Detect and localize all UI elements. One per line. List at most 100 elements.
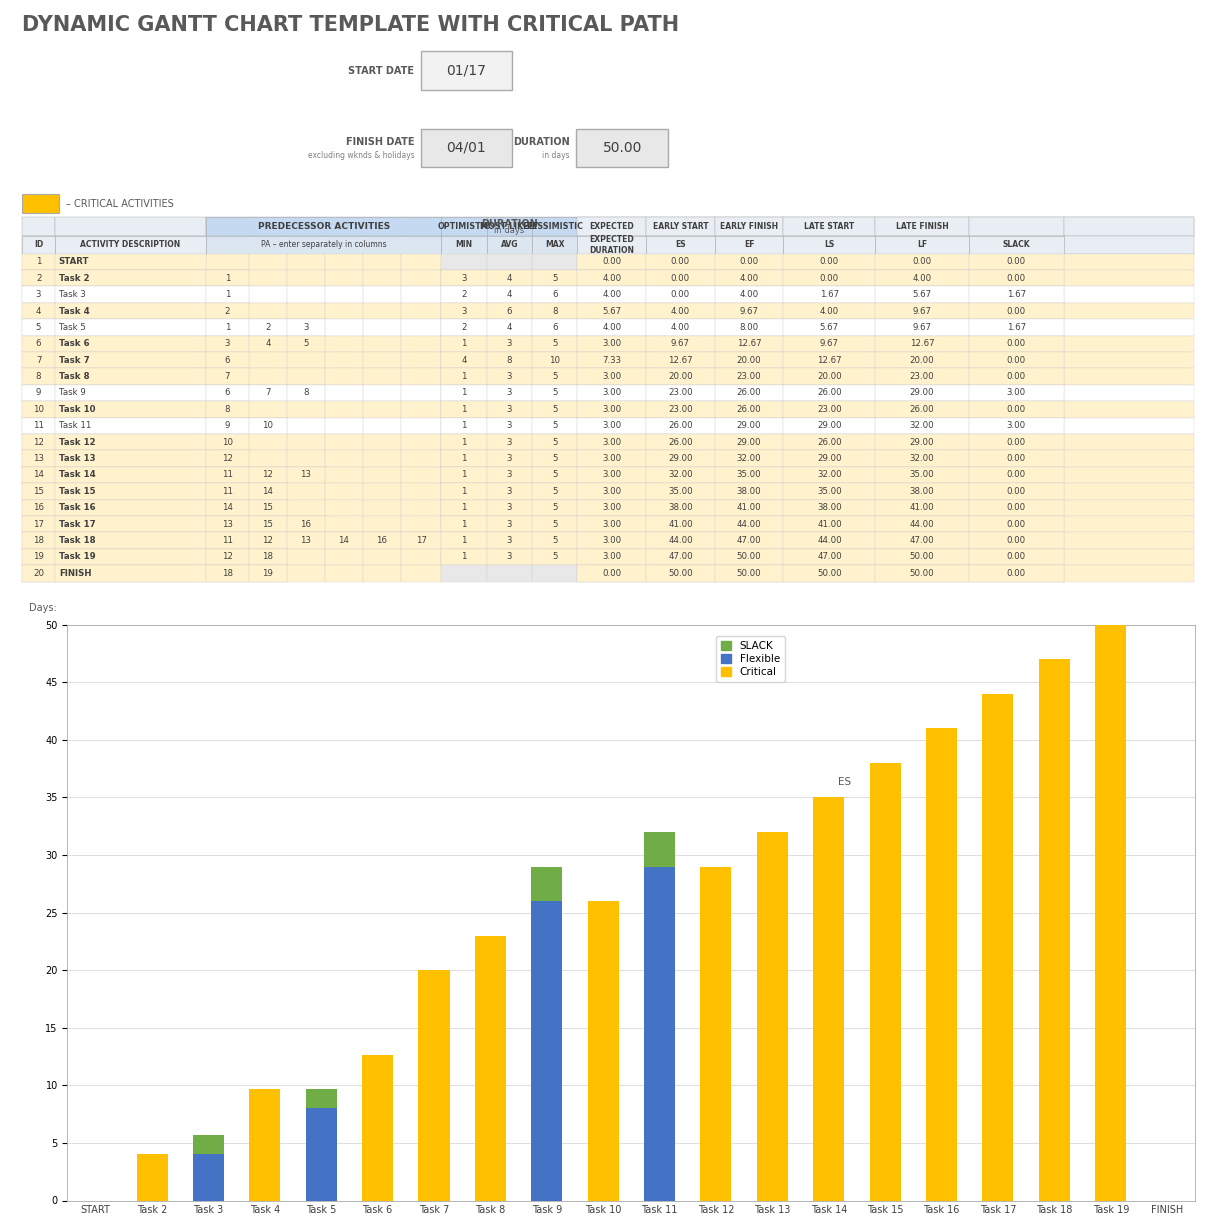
FancyBboxPatch shape <box>532 500 577 516</box>
Text: 23.00: 23.00 <box>737 372 761 381</box>
Text: 4: 4 <box>506 273 512 283</box>
Text: DURATION: DURATION <box>514 137 570 147</box>
FancyBboxPatch shape <box>875 254 969 270</box>
FancyBboxPatch shape <box>783 418 875 434</box>
FancyBboxPatch shape <box>783 516 875 533</box>
FancyBboxPatch shape <box>646 401 715 418</box>
Text: MIN: MIN <box>456 240 472 250</box>
FancyBboxPatch shape <box>577 451 646 467</box>
FancyBboxPatch shape <box>969 369 1064 385</box>
FancyBboxPatch shape <box>969 385 1064 401</box>
FancyBboxPatch shape <box>715 270 783 287</box>
FancyBboxPatch shape <box>577 500 646 516</box>
FancyBboxPatch shape <box>249 565 287 582</box>
FancyBboxPatch shape <box>532 401 577 418</box>
FancyBboxPatch shape <box>325 533 363 549</box>
FancyBboxPatch shape <box>249 303 287 320</box>
Text: 9: 9 <box>36 388 42 397</box>
Y-axis label: Days:: Days: <box>28 603 56 614</box>
FancyBboxPatch shape <box>401 303 441 320</box>
Text: 0.00: 0.00 <box>1007 519 1026 529</box>
FancyBboxPatch shape <box>206 516 249 533</box>
FancyBboxPatch shape <box>783 401 875 418</box>
FancyBboxPatch shape <box>783 303 875 320</box>
Bar <box>474 936 506 1200</box>
Text: 3: 3 <box>506 537 512 545</box>
FancyBboxPatch shape <box>577 549 646 565</box>
FancyBboxPatch shape <box>325 418 363 434</box>
FancyBboxPatch shape <box>22 549 55 565</box>
FancyBboxPatch shape <box>715 483 783 500</box>
FancyBboxPatch shape <box>646 467 715 483</box>
Text: 5: 5 <box>303 339 309 348</box>
FancyBboxPatch shape <box>783 287 875 303</box>
Text: 47.00: 47.00 <box>668 552 693 561</box>
FancyBboxPatch shape <box>715 418 783 434</box>
Text: 20.00: 20.00 <box>668 372 693 381</box>
FancyBboxPatch shape <box>206 401 249 418</box>
FancyBboxPatch shape <box>401 270 441 287</box>
FancyBboxPatch shape <box>441 369 487 385</box>
FancyBboxPatch shape <box>401 516 441 533</box>
Text: 19: 19 <box>262 568 273 578</box>
Text: ES: ES <box>676 240 685 250</box>
FancyBboxPatch shape <box>441 549 487 565</box>
Text: 5.67: 5.67 <box>602 306 622 316</box>
FancyBboxPatch shape <box>875 451 969 467</box>
Bar <box>305 1089 337 1109</box>
Text: 3.00: 3.00 <box>602 437 622 447</box>
FancyBboxPatch shape <box>875 320 969 336</box>
FancyBboxPatch shape <box>715 236 783 254</box>
FancyBboxPatch shape <box>783 516 875 533</box>
FancyBboxPatch shape <box>577 483 646 500</box>
FancyBboxPatch shape <box>577 336 646 352</box>
FancyBboxPatch shape <box>55 483 206 500</box>
FancyBboxPatch shape <box>22 254 55 270</box>
FancyBboxPatch shape <box>55 549 206 565</box>
FancyBboxPatch shape <box>55 434 206 451</box>
FancyBboxPatch shape <box>532 434 577 451</box>
FancyBboxPatch shape <box>715 336 783 352</box>
FancyBboxPatch shape <box>875 270 969 287</box>
FancyBboxPatch shape <box>22 336 55 352</box>
FancyBboxPatch shape <box>401 483 441 500</box>
FancyBboxPatch shape <box>577 500 646 516</box>
Text: 32.00: 32.00 <box>737 454 761 463</box>
Text: 3: 3 <box>224 339 230 348</box>
Text: Task 16: Task 16 <box>59 503 96 512</box>
FancyBboxPatch shape <box>55 434 206 451</box>
FancyBboxPatch shape <box>969 352 1064 369</box>
Text: 11: 11 <box>222 486 233 496</box>
Bar <box>531 866 563 902</box>
FancyBboxPatch shape <box>55 418 206 434</box>
Text: 6: 6 <box>506 306 512 316</box>
FancyBboxPatch shape <box>487 385 532 401</box>
Bar <box>305 1109 337 1200</box>
FancyBboxPatch shape <box>1064 236 1194 254</box>
Text: 10: 10 <box>262 421 273 430</box>
FancyBboxPatch shape <box>646 434 715 451</box>
FancyBboxPatch shape <box>969 270 1064 287</box>
FancyBboxPatch shape <box>646 303 715 320</box>
FancyBboxPatch shape <box>249 287 287 303</box>
Text: 35.00: 35.00 <box>817 486 842 496</box>
FancyBboxPatch shape <box>532 483 577 500</box>
Text: 5: 5 <box>552 421 558 430</box>
FancyBboxPatch shape <box>249 483 287 500</box>
FancyBboxPatch shape <box>287 236 325 254</box>
FancyBboxPatch shape <box>576 129 668 167</box>
FancyBboxPatch shape <box>646 217 715 236</box>
Text: 0.00: 0.00 <box>1007 273 1026 283</box>
FancyBboxPatch shape <box>55 254 206 270</box>
FancyBboxPatch shape <box>249 533 287 549</box>
Text: 1: 1 <box>461 454 467 463</box>
Text: 0.00: 0.00 <box>1007 306 1026 316</box>
Text: 8: 8 <box>506 355 512 365</box>
Text: Task 19: Task 19 <box>59 552 96 561</box>
FancyBboxPatch shape <box>487 434 532 451</box>
FancyBboxPatch shape <box>249 336 287 352</box>
Text: 3: 3 <box>506 470 512 479</box>
FancyBboxPatch shape <box>441 303 487 320</box>
FancyBboxPatch shape <box>55 549 206 565</box>
FancyBboxPatch shape <box>249 369 287 385</box>
